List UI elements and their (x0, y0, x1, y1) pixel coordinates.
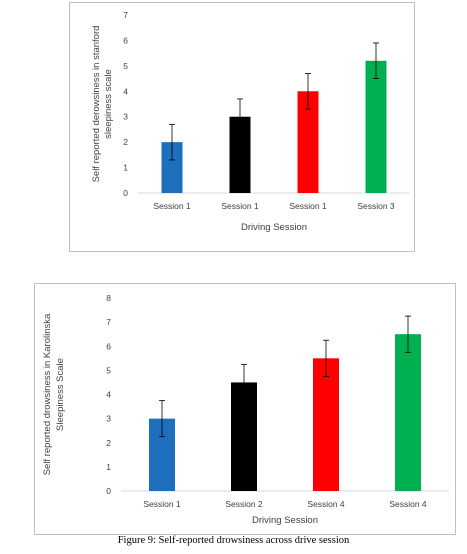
x-tick-label: Session 4 (307, 499, 345, 509)
x-tick-label: Session 3 (357, 201, 395, 211)
y-axis-title: Self reported derowsiness in stanford (91, 26, 102, 183)
y-axis-title: Sleepiness Scale (55, 358, 66, 431)
y-tick-label: 6 (106, 341, 111, 351)
y-tick-label: 8 (106, 293, 111, 303)
chart-panel-karolinska: 0 1 2 3 4 5 6 7 8 Session 1 Session 2 Session 4 Sess… (34, 283, 456, 535)
stanford-bar-chart: 0 1 2 3 4 5 6 7 Session 1 Session 1 Session 1 Sessi… (91, 10, 410, 233)
y-tick-label: 1 (123, 163, 128, 173)
bar (365, 60, 387, 194)
chart-panel-stanford: 0 1 2 3 4 5 6 7 Session 1 Session 1 Session 1 Sessi… (69, 2, 415, 252)
y-tick-label: 3 (123, 112, 128, 122)
bar (395, 334, 421, 491)
x-tick-label: Session 4 (389, 499, 427, 509)
y-tick-label: 0 (106, 486, 111, 496)
y-tick-label: 2 (123, 137, 128, 147)
y-tick-label: 4 (123, 86, 128, 96)
y-tick-label: 1 (106, 462, 111, 472)
x-axis-title: Driving Session (252, 515, 318, 526)
y-tick-label: 5 (123, 61, 128, 71)
x-tick-label: Session 1 (153, 201, 191, 211)
x-tick-label: Session 2 (225, 499, 263, 509)
karolinska-bar-chart: 0 1 2 3 4 5 6 7 8 Session 1 Session 2 Session 4 Sess… (42, 293, 449, 526)
figure-caption: Figure 9: Self-reported drowsiness acros… (117, 535, 350, 546)
y-tick-label: 7 (106, 317, 111, 327)
bar (161, 142, 183, 193)
y-axis-title: sleepiness scale (103, 69, 114, 139)
y-tick-label: 0 (123, 188, 128, 198)
x-tick-label: Session 1 (143, 499, 181, 509)
x-tick-label: Session 1 (221, 201, 259, 211)
y-tick-label: 6 (123, 35, 128, 45)
x-axis-title: Driving Session (241, 222, 307, 233)
y-tick-label: 7 (123, 10, 128, 20)
y-axis-title: Self reported drowsiness in Karolinska (42, 313, 53, 475)
y-tick-label: 4 (106, 390, 111, 400)
bar (313, 358, 339, 491)
y-tick-label: 2 (106, 438, 111, 448)
bar (229, 116, 251, 193)
x-tick-label: Session 1 (289, 201, 327, 211)
y-tick-label: 5 (106, 365, 111, 375)
y-tick-label: 3 (106, 414, 111, 424)
bar (297, 91, 319, 193)
